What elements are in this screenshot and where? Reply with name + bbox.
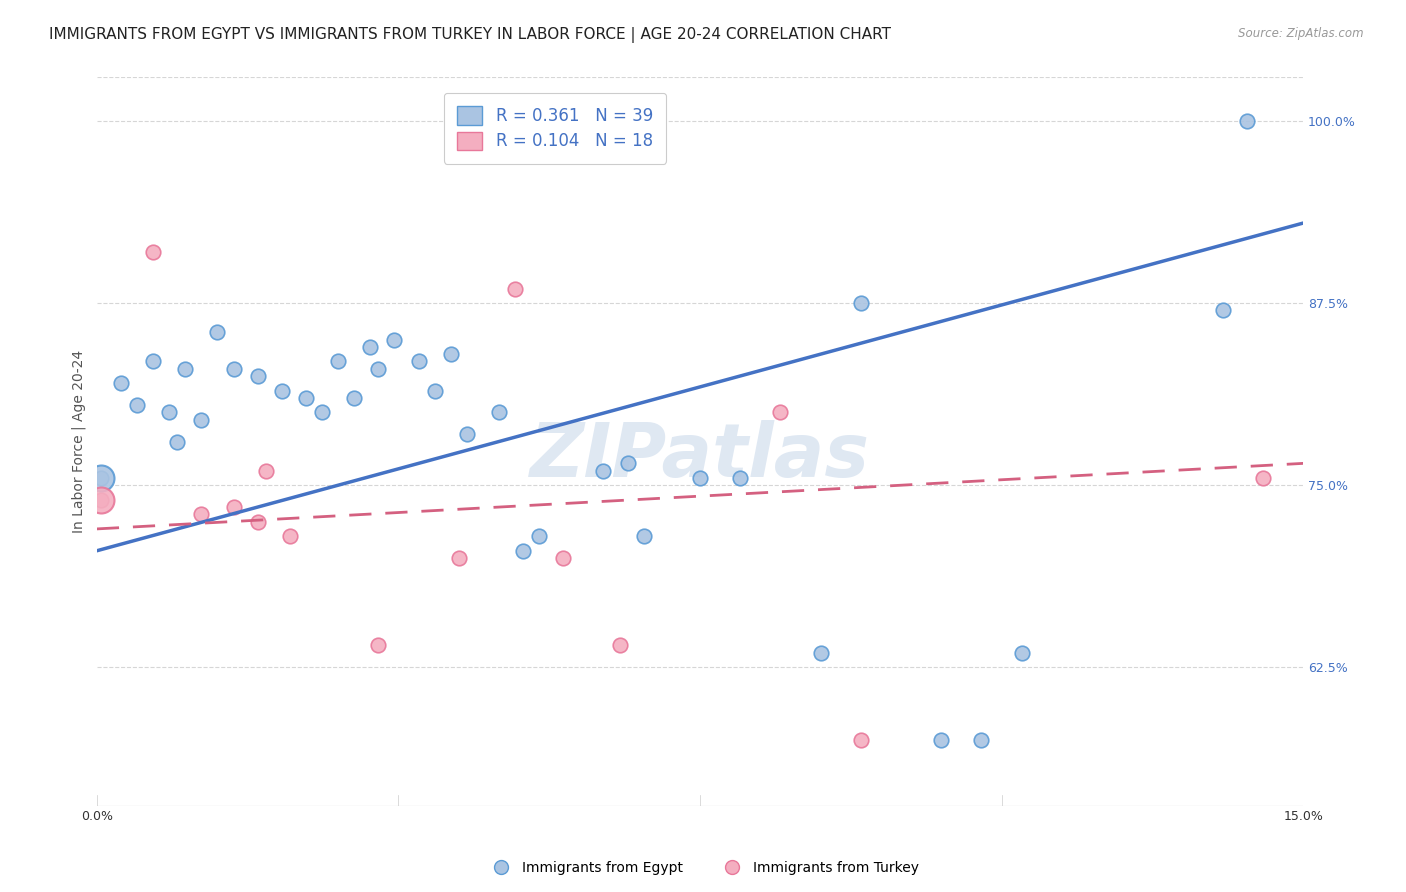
Point [90, 492, 112, 507]
Point [222, 500, 245, 514]
Point [207, 326, 229, 340]
Point [90, 471, 112, 485]
Point [1251, 471, 1274, 485]
Point [174, 361, 197, 376]
Point [110, 376, 132, 391]
Point [849, 733, 872, 747]
Point [278, 529, 301, 543]
Point [527, 529, 550, 543]
Point [553, 551, 575, 566]
Point [125, 398, 148, 412]
Point [157, 405, 180, 419]
Point [633, 529, 655, 543]
Point [810, 646, 832, 660]
Point [616, 456, 638, 470]
Point [359, 340, 381, 354]
Point [1212, 303, 1234, 318]
Point [849, 296, 872, 310]
Point [503, 282, 526, 296]
Point [142, 354, 165, 368]
Point [190, 412, 212, 426]
Legend: Immigrants from Egypt, Immigrants from Turkey: Immigrants from Egypt, Immigrants from T… [482, 855, 924, 880]
Point [367, 361, 389, 376]
Point [1011, 646, 1033, 660]
Point [609, 639, 631, 653]
Point [90, 492, 112, 507]
Point [447, 551, 470, 566]
Point [367, 639, 389, 653]
Point [769, 405, 792, 419]
Point [326, 354, 349, 368]
Point [423, 384, 446, 398]
Point [270, 384, 292, 398]
Point [311, 405, 333, 419]
Point [689, 471, 711, 485]
Point [384, 333, 406, 347]
Point [592, 464, 614, 478]
Point [254, 464, 277, 478]
Point [142, 245, 165, 260]
Point [488, 405, 510, 419]
Point [246, 515, 269, 529]
Point [190, 508, 212, 522]
Point [295, 391, 318, 405]
Point [246, 369, 269, 384]
Point [440, 347, 463, 361]
Text: ZIPatlas: ZIPatlas [530, 419, 870, 492]
Point [970, 733, 993, 747]
Point [408, 354, 430, 368]
Point [512, 543, 534, 558]
Point [929, 733, 952, 747]
Point [456, 427, 478, 442]
Text: Source: ZipAtlas.com: Source: ZipAtlas.com [1239, 27, 1364, 40]
Point [166, 434, 188, 449]
Point [1236, 114, 1258, 128]
Point [222, 361, 245, 376]
Point [728, 471, 751, 485]
Text: IMMIGRANTS FROM EGYPT VS IMMIGRANTS FROM TURKEY IN LABOR FORCE | AGE 20-24 CORRE: IMMIGRANTS FROM EGYPT VS IMMIGRANTS FROM… [49, 27, 891, 43]
Point [343, 391, 366, 405]
Legend: R = 0.361   N = 39, R = 0.104   N = 18: R = 0.361 N = 39, R = 0.104 N = 18 [444, 93, 666, 164]
Point [90, 471, 112, 485]
Y-axis label: In Labor Force | Age 20-24: In Labor Force | Age 20-24 [72, 350, 86, 533]
